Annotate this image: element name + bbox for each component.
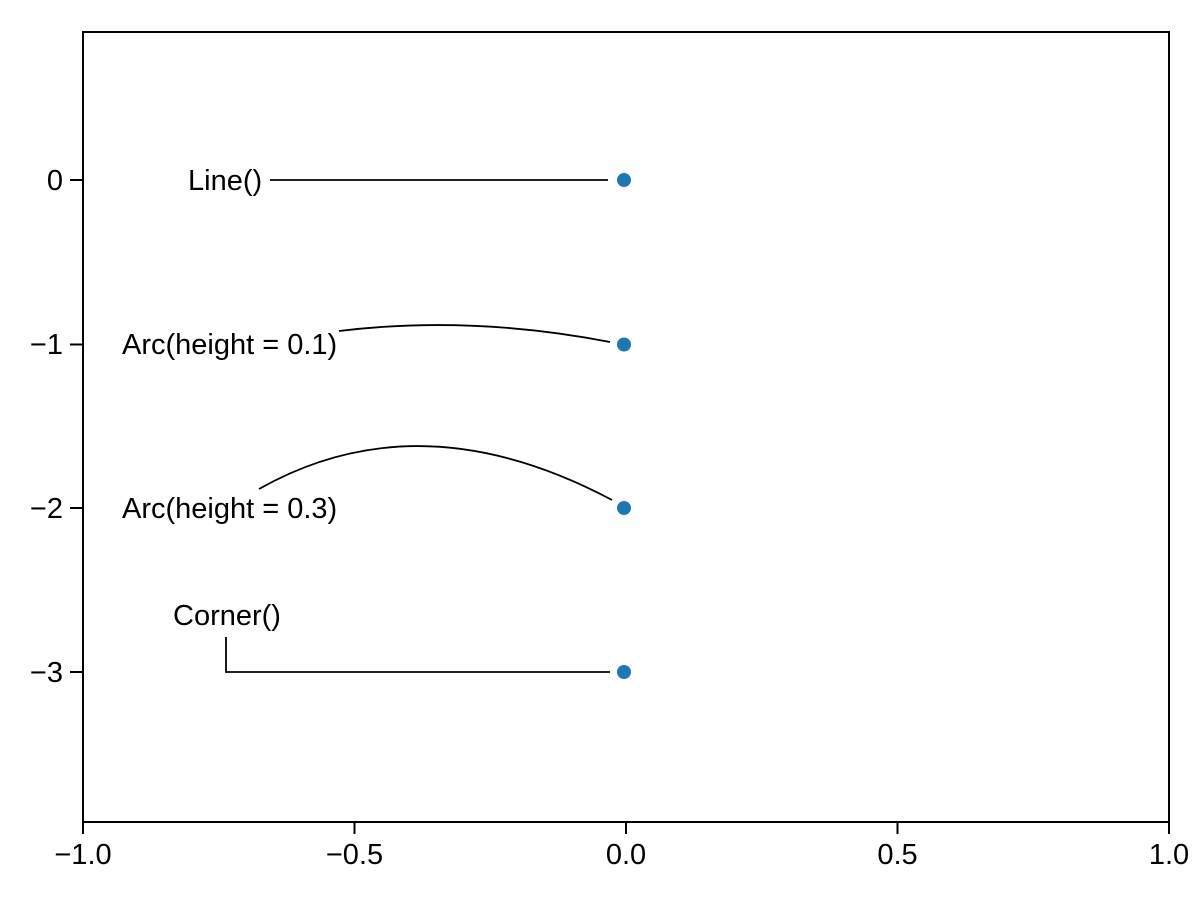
annotation-label-corner: Corner() xyxy=(173,600,281,632)
data-point xyxy=(617,665,631,679)
connector-corner xyxy=(225,637,610,673)
plot-area xyxy=(82,31,1170,823)
x-tick-label: 1.0 xyxy=(1149,839,1189,871)
data-points xyxy=(617,173,631,679)
y-axis: 0 −1 −2 −3 xyxy=(30,165,82,689)
data-point xyxy=(617,337,631,352)
annotation-label-line: Line() xyxy=(188,165,262,197)
x-tick-label: −1.0 xyxy=(54,839,111,871)
annotation-label-arc-0.3: Arc(height = 0.3) xyxy=(122,493,337,525)
x-axis: −1.0 −0.5 0.0 0.5 1.0 xyxy=(54,822,1189,871)
x-tick-label: −0.5 xyxy=(326,839,383,871)
y-tick-label: −3 xyxy=(30,657,63,689)
connector-arc-height-0.3 xyxy=(258,445,613,501)
y-tick-label: −2 xyxy=(30,493,63,525)
annotation-label-arc-0.1: Arc(height = 0.1) xyxy=(122,329,337,361)
x-tick-label: 0.5 xyxy=(877,839,917,871)
y-tick-label: 0 xyxy=(47,165,63,197)
connectors xyxy=(225,179,613,673)
data-point xyxy=(617,501,631,515)
x-tick-label: 0.0 xyxy=(606,839,646,871)
annotation-labels: Line() Arc(height = 0.1) Arc(height = 0.… xyxy=(122,165,337,632)
data-point xyxy=(617,173,631,187)
connector-arc-height-0.1 xyxy=(338,324,611,343)
y-tick-label: −1 xyxy=(30,329,63,361)
